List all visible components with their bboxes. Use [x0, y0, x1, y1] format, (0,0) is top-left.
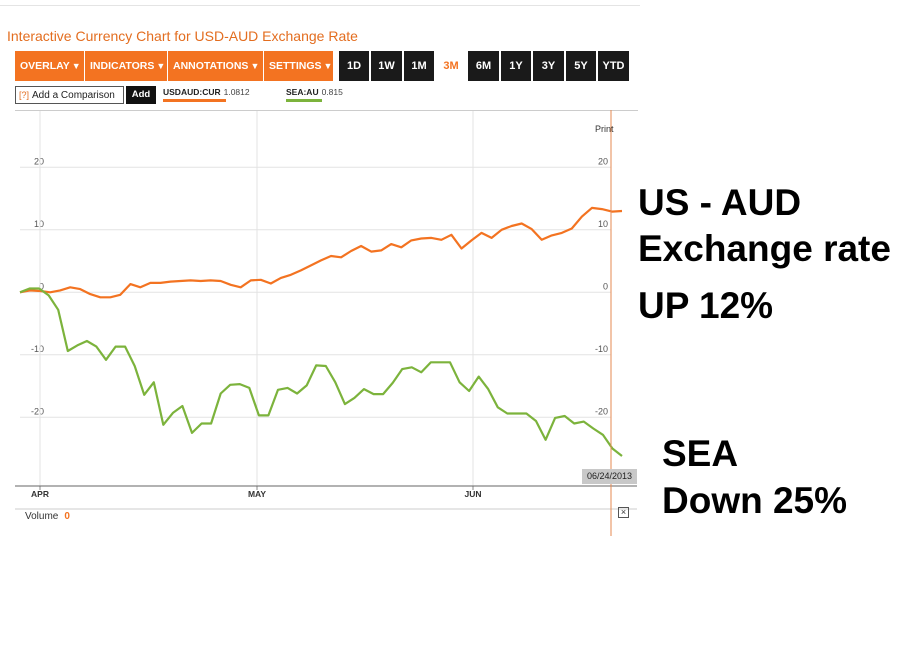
add-comparison-input[interactable]: [?] Add a Comparison — [15, 86, 124, 104]
help-icon[interactable]: [?] — [19, 90, 30, 100]
current-date-tag: 06/24/2013 — [582, 469, 637, 484]
annotation-sea-line1: SEA — [662, 433, 739, 474]
menu-settings-button[interactable]: SETTINGS ▼ — [264, 51, 334, 81]
add-comparison-button[interactable]: Add — [126, 86, 156, 104]
range-3m-button[interactable]: 3M — [436, 51, 466, 81]
range-1w-button[interactable]: 1W — [371, 51, 402, 81]
annotation-usd-line2: Exchange rate — [638, 228, 891, 269]
page-title: Interactive Currency Chart for USD-AUD E… — [7, 28, 358, 44]
add-comparison-label: Add a Comparison — [32, 90, 115, 101]
menu-label: SETTINGS — [269, 60, 322, 72]
annotation-sea-line2: Down 25% — [662, 480, 848, 521]
top-divider — [0, 5, 640, 6]
range-1d-button[interactable]: 1D — [339, 51, 369, 81]
menu-label: OVERLAY — [20, 60, 70, 72]
legend-symbol: USDAUD:CUR — [163, 87, 221, 97]
range-1y-button[interactable]: 1Y — [501, 51, 531, 81]
menu-label: ANNOTATIONS — [173, 60, 249, 72]
menu-indicators-button[interactable]: INDICATORS ▼ — [85, 51, 168, 81]
caret-down-icon: ▼ — [323, 61, 333, 71]
volume-value: 0 — [64, 511, 70, 522]
caret-down-icon: ▼ — [156, 61, 166, 71]
print-button[interactable]: Print — [595, 124, 614, 134]
legend-swatch-sea — [286, 99, 322, 102]
caret-down-icon: ▼ — [250, 61, 260, 71]
range-ytd-button[interactable]: YTD — [598, 51, 629, 81]
range-6m-button[interactable]: 6M — [468, 51, 499, 81]
annotation-usd-line1: US - AUD — [638, 182, 802, 223]
range-3y-button[interactable]: 3Y — [533, 51, 564, 81]
volume-title: Volume — [25, 511, 59, 522]
range-5y-button[interactable]: 5Y — [566, 51, 596, 81]
menu-label: INDICATORS — [90, 60, 155, 72]
range-selector: 1D 1W 1M 3M 6M 1Y 3Y 5Y YTD — [337, 51, 629, 81]
close-volume-icon[interactable]: × — [618, 507, 629, 518]
volume-label: Volume 0 — [25, 511, 70, 522]
legend-entry-usdaud[interactable]: USDAUD:CUR 1.0812 — [163, 87, 250, 97]
chart-toolbar: OVERLAY ▼ INDICATORS ▼ ANNOTATIONS ▼ SETTINGS ▼… — [15, 51, 629, 81]
legend-value: 1.0812 — [223, 87, 250, 97]
chart-frame — [15, 110, 638, 510]
menu-overlay-button[interactable]: OVERLAY ▼ — [15, 51, 85, 81]
range-1m-button[interactable]: 1M — [404, 51, 434, 81]
legend-swatch-usdaud — [163, 99, 226, 102]
legend-value: 0.815 — [321, 87, 343, 97]
legend-entry-sea[interactable]: SEA:AU 0.815 — [286, 87, 343, 97]
menu-annotations-button[interactable]: ANNOTATIONS ▼ — [168, 51, 264, 81]
legend-symbol: SEA:AU — [286, 87, 319, 97]
annotation-usd-line3: UP 12% — [638, 285, 774, 326]
caret-down-icon: ▼ — [71, 61, 81, 71]
